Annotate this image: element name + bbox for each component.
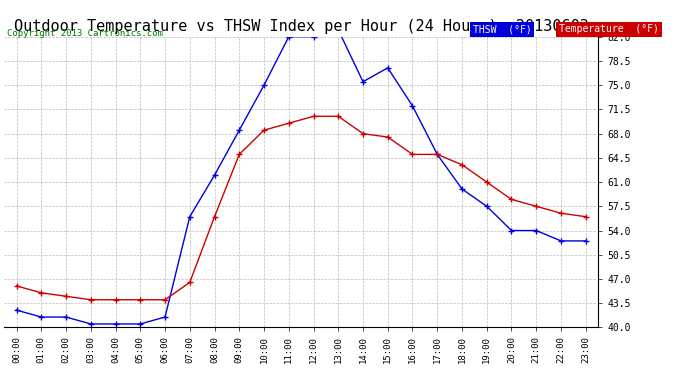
Title: Outdoor Temperature vs THSW Index per Hour (24 Hours)  20130603: Outdoor Temperature vs THSW Index per Ho… [14, 19, 589, 34]
Text: Copyright 2013 Cartronics.com: Copyright 2013 Cartronics.com [7, 28, 163, 38]
Text: Temperature  (°F): Temperature (°F) [559, 24, 659, 34]
Text: THSW  (°F): THSW (°F) [473, 24, 531, 34]
